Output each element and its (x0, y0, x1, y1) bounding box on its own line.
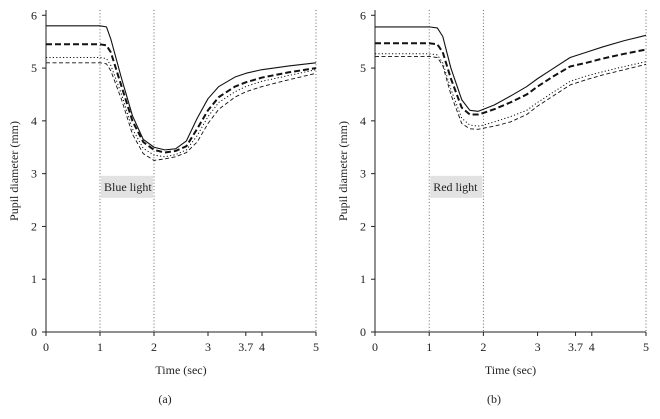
x-axis-label: Time (sec) (155, 363, 206, 377)
y-tick-label: 0 (31, 325, 37, 339)
series-line-dotted (375, 53, 647, 127)
y-tick-label: 1 (31, 272, 37, 286)
x-tick-label: 2 (151, 340, 157, 354)
y-tick-label: 3 (31, 167, 37, 181)
y-tick-label: 2 (360, 219, 366, 233)
y-tick-label: 6 (31, 8, 37, 22)
series-line-thick-dashed (375, 42, 647, 116)
y-tick-label: 5 (360, 61, 366, 75)
series-line-solid (46, 25, 317, 151)
x-tick-label: 2 (480, 340, 486, 354)
x-tick-label: 3.7 (568, 340, 583, 354)
y-tick-label: 3 (360, 167, 366, 181)
series-line-thin-dashed (375, 56, 647, 130)
stimulus-label: Blue light (104, 180, 152, 194)
x-tick-label: 1 (97, 340, 103, 354)
stimulus-label: Red light (433, 180, 478, 194)
panel-b: Red light 0 1 2 3 4 5 6 0 1 2 3 3.7 4 5 Time (sec) Pupil… (336, 8, 649, 406)
stimulus-box (101, 175, 153, 198)
x-tick-label: 5 (643, 340, 649, 354)
x-tick-label: 3.7 (238, 340, 253, 354)
y-axis-label: Pupil diameter (mm) (7, 121, 21, 221)
x-tick-label: 3 (535, 340, 541, 354)
series-line-dotted (46, 57, 317, 158)
y-tick-label: 6 (360, 8, 366, 22)
x-tick-label: 0 (43, 340, 49, 354)
series-line-thick-dashed (46, 43, 317, 154)
panel-label: (b) (487, 392, 501, 406)
x-tick-label: 1 (426, 340, 432, 354)
panel-label: (a) (158, 392, 171, 406)
x-axis-label: Time (sec) (485, 363, 536, 377)
x-tick-label: 4 (589, 340, 595, 354)
x-tick-label: 5 (313, 340, 319, 354)
y-tick-label: 5 (31, 61, 37, 75)
y-tick-label: 0 (360, 325, 366, 339)
series-line-solid (375, 26, 647, 112)
x-tick-label: 4 (259, 340, 265, 354)
y-tick-label: 4 (31, 114, 37, 128)
y-tick-label: 1 (360, 272, 366, 286)
x-tick-label: 3 (205, 340, 211, 354)
y-axis-label: Pupil diameter (mm) (336, 121, 350, 221)
stimulus-box (430, 175, 483, 198)
y-tick-label: 2 (31, 219, 37, 233)
y-tick-label: 4 (360, 114, 366, 128)
series-line-thin-dashed (46, 62, 317, 161)
panel-a: Blue light 0 1 2 3 4 5 6 0 1 2 3 3.7 4 5 Time (sec) Pupi… (7, 8, 319, 406)
x-tick-label: 0 (372, 340, 378, 354)
